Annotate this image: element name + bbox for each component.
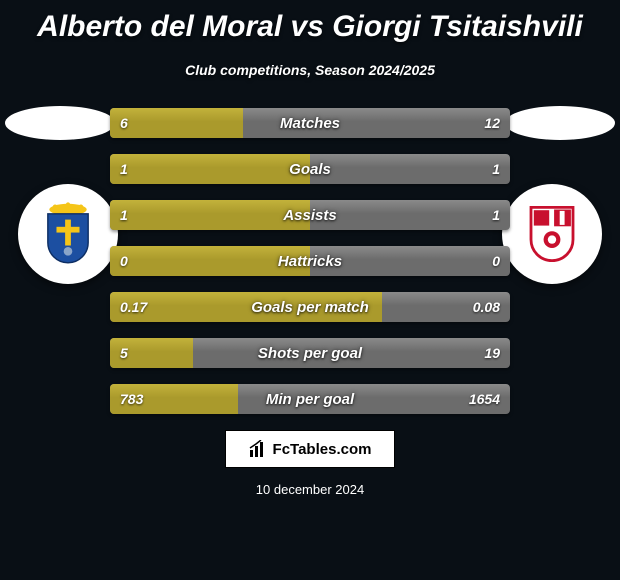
stat-row: 7831654Min per goal [110,384,510,414]
right-spotlight [505,106,615,140]
brand-text: FcTables.com [273,441,372,458]
stat-rows: 612Matches 11Goals 11Assists 00Hattricks 0.1… [110,108,510,414]
stat-row: 0.170.08Goals per match [110,292,510,322]
right-team-badge [502,184,602,284]
brand-logo: FcTables.com [225,430,395,468]
subtitle: Club competitions, Season 2024/2025 [0,62,620,78]
stat-row: 519Shots per goal [110,338,510,368]
left-team-badge [18,184,118,284]
stat-row: 11Assists [110,200,510,230]
stat-label: Assists [110,200,510,230]
stat-label: Goals [110,154,510,184]
stat-row: 11Goals [110,154,510,184]
stat-label: Hattricks [110,246,510,276]
stat-row: 612Matches [110,108,510,138]
left-spotlight [5,106,115,140]
stat-row: 00Hattricks [110,246,510,276]
chart-bars-icon [249,440,269,458]
stat-label: Goals per match [110,292,510,322]
stat-label: Shots per goal [110,338,510,368]
page-title: Alberto del Moral vs Giorgi Tsitaishvili [0,0,620,44]
left-team-crest [18,184,118,284]
oviedo-crest-icon [32,198,104,270]
stat-label: Matches [110,108,510,138]
stat-label: Min per goal [110,384,510,414]
granada-crest-icon [517,199,587,269]
comparison-arena: 612Matches 11Goals 11Assists 00Hattricks 0.1… [0,108,620,414]
right-team-crest [502,184,602,284]
footer-date: 10 december 2024 [0,482,620,497]
